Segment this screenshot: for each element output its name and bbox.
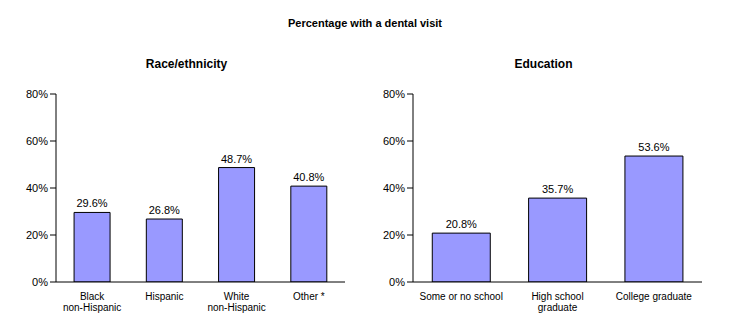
svg-text:Blacknon-Hispanic: Blacknon-Hispanic [63, 291, 121, 313]
svg-text:40%: 40% [26, 182, 48, 194]
svg-text:26.8%: 26.8% [149, 204, 180, 216]
svg-text:35.7%: 35.7% [542, 183, 573, 195]
svg-text:Hispanic: Hispanic [145, 291, 183, 302]
svg-text:80%: 80% [26, 88, 48, 100]
svg-text:Some or no school: Some or no school [419, 291, 502, 302]
svg-text:40%: 40% [383, 182, 405, 194]
html-text:Race/ethnicity: Race/ethnicity [145, 57, 228, 71]
svg-text:Other *: Other * [293, 291, 325, 302]
svg-text:80%: 80% [383, 88, 405, 100]
svg-text:48.7%: 48.7% [221, 153, 252, 165]
svg-text:0%: 0% [32, 276, 48, 288]
svg-text:40.8%: 40.8% [293, 171, 324, 183]
html-text:Education: Education [514, 57, 573, 71]
svg-text:20%: 20% [26, 229, 48, 241]
svg-text:0%: 0% [389, 276, 405, 288]
svg-text:53.6%: 53.6% [638, 141, 669, 153]
svg-text:60%: 60% [383, 135, 405, 147]
svg-text:60%: 60% [26, 135, 48, 147]
svg-text:20.8%: 20.8% [446, 218, 477, 230]
svg-text:High schoolgraduate: High schoolgraduate [531, 291, 583, 313]
html-text:Percentage with a dental visit: Percentage with a dental visit [288, 17, 442, 29]
svg-text:29.6%: 29.6% [76, 197, 107, 209]
svg-text:Whitenon-Hispanic: Whitenon-Hispanic [207, 291, 265, 313]
svg-text:20%: 20% [383, 229, 405, 241]
svg-text:College graduate: College graduate [616, 291, 693, 302]
